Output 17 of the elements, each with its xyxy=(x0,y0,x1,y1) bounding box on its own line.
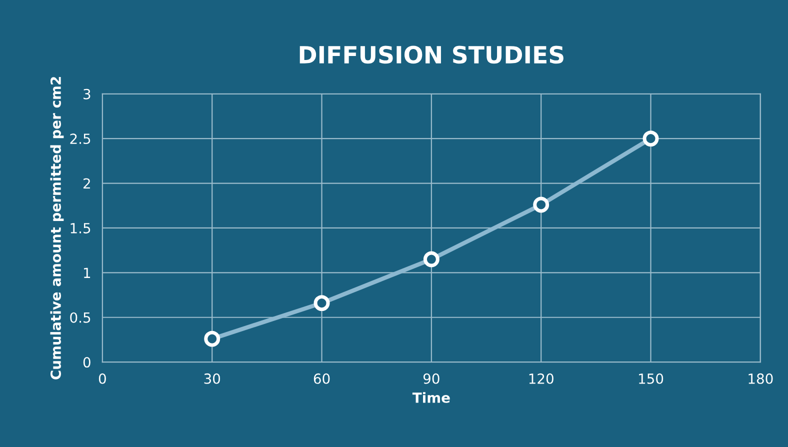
y-tick-label: 1 xyxy=(84,268,90,278)
y-tick-label: 0.5 xyxy=(70,312,90,323)
y-tick-label: 0 xyxy=(83,357,90,368)
x-tick-label: 180 xyxy=(748,373,773,384)
x-tick-label: 150 xyxy=(639,373,664,384)
y-tick-label: 3 xyxy=(84,88,90,100)
chart-title: DIFFUSION STUDIES xyxy=(300,46,564,64)
x-tick-label: 60 xyxy=(314,373,330,384)
x-tick-label: 30 xyxy=(204,373,220,384)
x-axis-title: Time xyxy=(412,392,450,403)
x-tick-label: 120 xyxy=(529,373,554,384)
x-tick-label: 0 xyxy=(98,373,106,384)
y-axis-title: Cumulative amount permitted per cm2 xyxy=(50,77,64,380)
y-tick-label: 1.5 xyxy=(70,223,90,234)
y-tick-label: 2 xyxy=(84,178,90,189)
x-tick-label: 90 xyxy=(423,373,440,384)
y-tick-label: 2.5 xyxy=(70,134,90,144)
